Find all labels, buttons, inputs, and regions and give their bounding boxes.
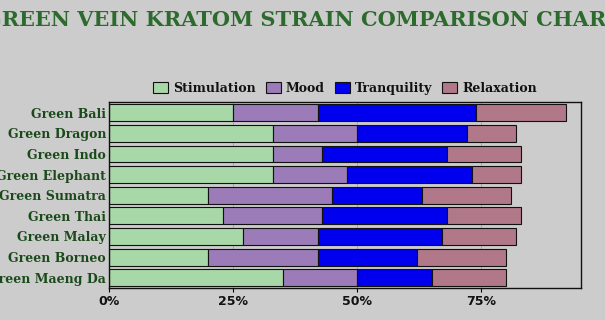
Bar bbox=[332, 187, 422, 204]
Bar bbox=[417, 249, 506, 266]
Legend: Stimulation, Mood, Tranquility, Relaxation: Stimulation, Mood, Tranquility, Relaxati… bbox=[148, 77, 542, 100]
Bar bbox=[109, 125, 273, 142]
Bar bbox=[358, 125, 466, 142]
Bar bbox=[283, 269, 358, 286]
Bar bbox=[109, 187, 208, 204]
Bar bbox=[208, 249, 318, 266]
Bar bbox=[233, 104, 318, 121]
Bar bbox=[243, 228, 318, 245]
Text: GREEN VEIN KRATOM STRAIN COMPARISON CHART: GREEN VEIN KRATOM STRAIN COMPARISON CHAR… bbox=[0, 10, 605, 30]
Bar bbox=[322, 146, 446, 163]
Bar bbox=[446, 146, 521, 163]
Bar bbox=[422, 187, 511, 204]
Bar bbox=[223, 207, 322, 224]
Bar bbox=[109, 249, 208, 266]
Bar bbox=[109, 207, 223, 224]
Bar bbox=[109, 269, 283, 286]
Bar bbox=[318, 249, 417, 266]
Bar bbox=[109, 104, 233, 121]
Bar bbox=[477, 104, 566, 121]
Bar bbox=[109, 146, 273, 163]
Bar bbox=[318, 104, 477, 121]
Bar bbox=[273, 166, 347, 183]
Bar bbox=[446, 207, 521, 224]
Bar bbox=[109, 228, 243, 245]
Bar bbox=[322, 207, 446, 224]
Bar bbox=[208, 187, 332, 204]
Bar bbox=[347, 166, 471, 183]
Bar bbox=[358, 269, 432, 286]
Bar bbox=[471, 166, 521, 183]
Bar bbox=[432, 269, 506, 286]
Bar bbox=[273, 125, 358, 142]
Bar bbox=[109, 166, 273, 183]
Bar bbox=[466, 125, 516, 142]
Bar bbox=[442, 228, 516, 245]
Bar bbox=[318, 228, 442, 245]
Bar bbox=[273, 146, 322, 163]
